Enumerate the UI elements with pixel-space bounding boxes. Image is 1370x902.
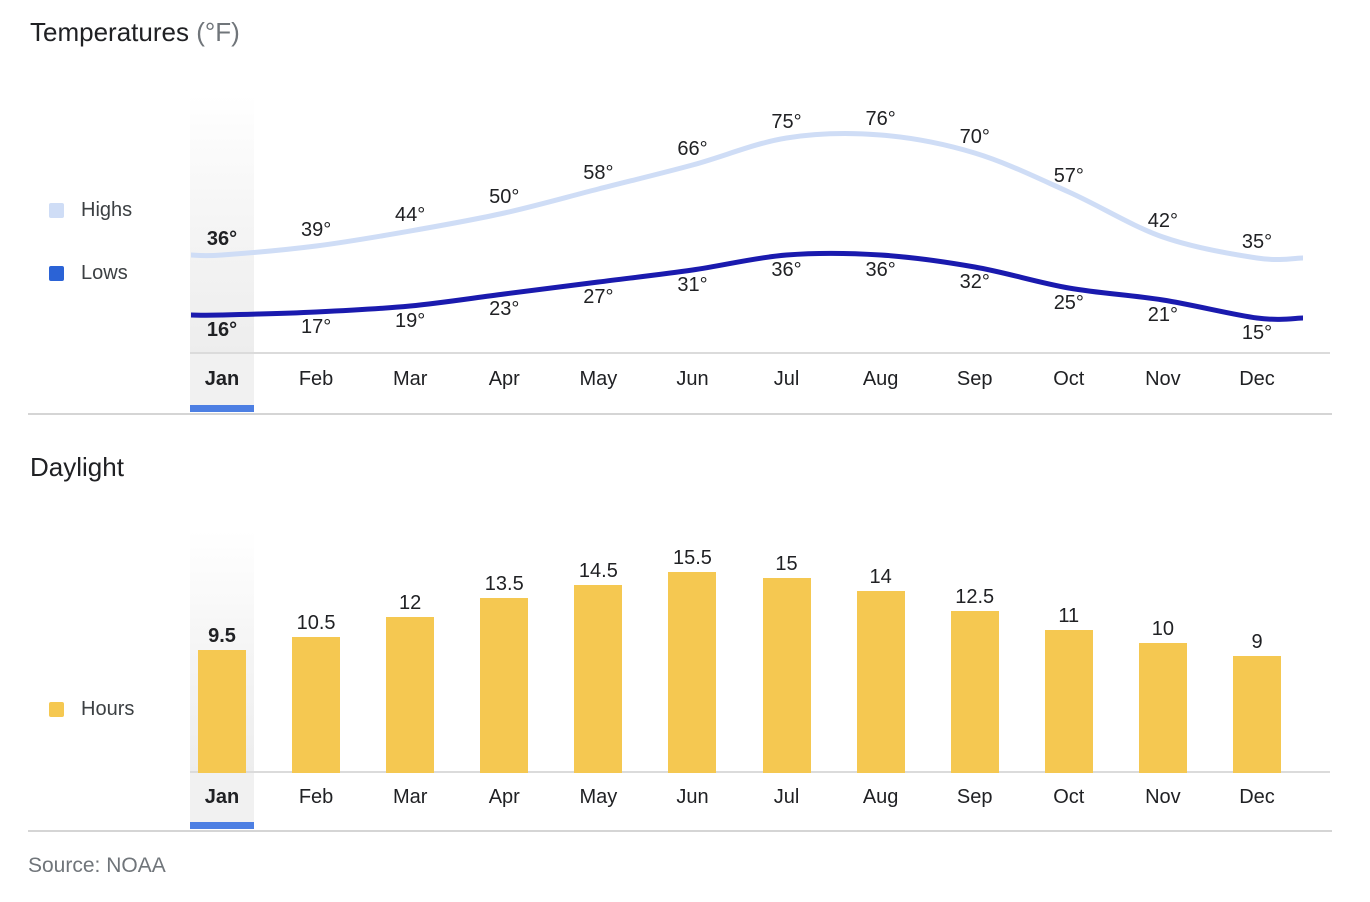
hours-value-label: 14	[869, 566, 892, 588]
lows-value-label: 36°	[865, 259, 896, 281]
lows-value-label: 36°	[771, 259, 802, 281]
temperatures-title: Temperatures (°F)	[30, 17, 240, 48]
month-label-mar[interactable]: Mar	[392, 368, 428, 390]
hours-value-label: 14.5	[578, 559, 618, 582]
selected-month-underline	[190, 822, 254, 829]
highs-value-label: 75°	[771, 111, 802, 133]
bottom-divider	[28, 830, 1332, 832]
daylight-title: Daylight	[30, 452, 124, 483]
month-label-aug[interactable]: Aug	[862, 368, 899, 390]
source-attribution: Source: NOAA	[28, 854, 166, 877]
daylight-bar-dec[interactable]	[1233, 656, 1281, 773]
legend-hours: Hours	[49, 698, 134, 721]
legend-lows: Lows	[49, 262, 128, 285]
month-label-feb[interactable]: Feb	[298, 786, 334, 808]
daylight-bar-feb[interactable]	[292, 636, 341, 773]
temperatures-title-unit: (°F)	[196, 17, 240, 47]
daylight-bar-jan[interactable]	[198, 649, 246, 773]
month-label-may[interactable]: May	[579, 368, 618, 390]
daylight-bar-sep[interactable]	[950, 610, 999, 773]
highs-value-label: 39°	[300, 219, 332, 241]
x-axis-line	[190, 771, 1330, 773]
month-label-jan[interactable]: Jan	[204, 368, 240, 390]
legend-highs: Highs	[49, 199, 132, 222]
month-label-may[interactable]: May	[579, 786, 618, 808]
lows-value-label: 27°	[583, 286, 614, 308]
daylight-title-text: Daylight	[30, 452, 124, 482]
hours-value-label: 15.5	[672, 546, 712, 569]
lows-value-label: 31°	[677, 274, 708, 296]
hours-value-label: 9.5	[208, 624, 236, 647]
hours-value-label: 13.5	[484, 572, 524, 595]
daylight-bar-may[interactable]	[574, 584, 623, 773]
hours-value-label: 12.5	[955, 585, 995, 608]
selected-month-column	[190, 95, 254, 353]
month-label-oct[interactable]: Oct	[1053, 368, 1085, 390]
month-label-dec[interactable]: Dec	[1239, 786, 1275, 808]
daylight-bar-nov[interactable]	[1138, 643, 1187, 773]
month-label-sep[interactable]: Sep	[956, 786, 993, 808]
daylight-bar-aug[interactable]	[856, 591, 905, 773]
highs-line	[190, 131, 1304, 263]
legend-lows-label: Lows	[81, 262, 128, 284]
highs-value-label: 42°	[1147, 210, 1179, 232]
highs-value-label: 36°	[206, 228, 238, 250]
highs-value-label: 66°	[677, 138, 708, 160]
month-label-sep[interactable]: Sep	[956, 368, 993, 390]
month-label-jul[interactable]: Jul	[773, 368, 800, 390]
highs-value-label: 35°	[1241, 231, 1273, 253]
hours-value-label: 11	[1058, 605, 1080, 627]
month-label-mar[interactable]: Mar	[392, 786, 428, 808]
temperatures-title-text: Temperatures	[30, 17, 189, 47]
highs-value-label: 50°	[489, 186, 520, 208]
legend-highs-label: Highs	[81, 199, 133, 221]
lows-value-label: 32°	[959, 271, 990, 293]
lows-value-label: 25°	[1053, 292, 1084, 314]
month-label-jun[interactable]: Jun	[676, 368, 709, 390]
selected-month-underline	[190, 405, 254, 412]
highs-swatch-icon	[49, 203, 64, 218]
selected-month-cell	[190, 353, 254, 405]
hours-value-label: 12	[399, 592, 422, 614]
month-label-dec[interactable]: Dec	[1239, 368, 1275, 390]
month-label-jan[interactable]: Jan	[204, 786, 240, 808]
x-axis-line	[190, 352, 1330, 354]
daylight-bar-jun[interactable]	[668, 571, 717, 773]
lows-value-label: 21°	[1147, 304, 1179, 326]
hours-value-label: 10	[1151, 618, 1175, 640]
highs-value-label: 44°	[395, 204, 426, 226]
daylight-bar-oct[interactable]	[1044, 630, 1093, 773]
daylight-bar-mar[interactable]	[386, 617, 435, 773]
month-label-aug[interactable]: Aug	[862, 786, 899, 808]
daylight-bar-apr[interactable]	[480, 597, 529, 773]
hours-value-label: 9	[1251, 631, 1263, 653]
legend-hours-label: Hours	[81, 698, 135, 720]
month-label-jun[interactable]: Jun	[676, 786, 709, 808]
highs-value-label: 57°	[1053, 165, 1084, 187]
section-divider	[28, 413, 1332, 415]
month-label-apr[interactable]: Apr	[488, 368, 520, 390]
lows-value-label: 16°	[206, 319, 238, 341]
month-label-apr[interactable]: Apr	[488, 786, 520, 808]
lows-swatch-icon	[49, 266, 64, 281]
highs-value-label: 58°	[583, 162, 614, 184]
hours-value-label: 10.5	[296, 611, 336, 634]
month-label-nov[interactable]: Nov	[1145, 786, 1181, 808]
lows-value-label: 19°	[395, 310, 426, 332]
highs-value-label: 70°	[959, 126, 990, 148]
month-label-nov[interactable]: Nov	[1145, 368, 1181, 390]
lows-value-label: 15°	[1241, 322, 1273, 344]
lows-value-label: 17°	[300, 316, 332, 338]
daylight-bar-jul[interactable]	[762, 578, 811, 773]
highs-value-label: 76°	[865, 108, 896, 130]
month-label-oct[interactable]: Oct	[1053, 786, 1085, 808]
lows-value-label: 23°	[489, 298, 520, 320]
month-label-jul[interactable]: Jul	[773, 786, 800, 808]
hours-value-label: 15	[775, 553, 798, 575]
selected-month-cell	[190, 772, 254, 822]
month-label-feb[interactable]: Feb	[298, 368, 334, 390]
hours-swatch-icon	[49, 702, 64, 717]
